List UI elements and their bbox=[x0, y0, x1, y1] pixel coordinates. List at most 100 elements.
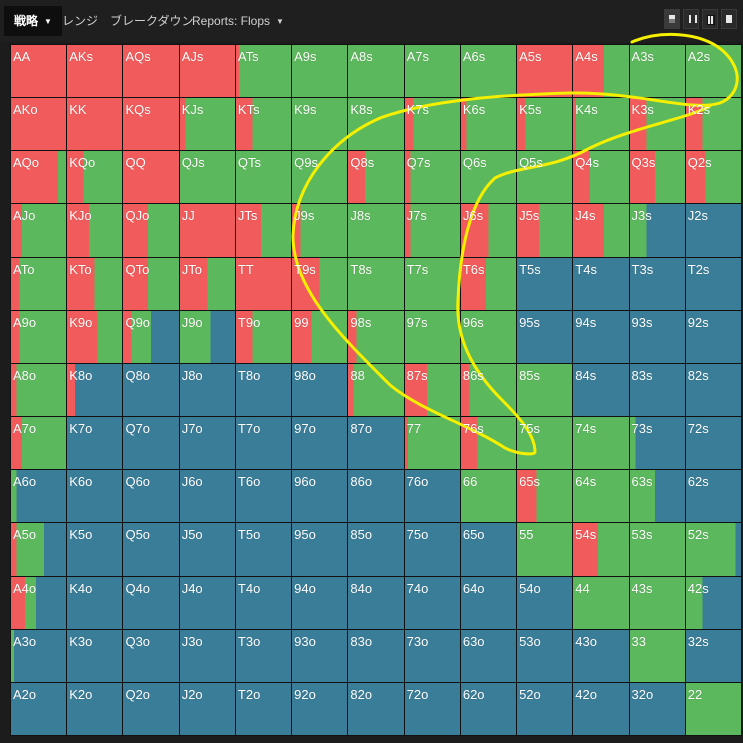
hand-cell-qjo[interactable]: QJo bbox=[123, 204, 179, 257]
hand-cell-72s[interactable]: 72s bbox=[685, 417, 741, 470]
hand-cell-k9o[interactable]: K9o bbox=[67, 310, 123, 363]
hand-cell-kqs[interactable]: KQs bbox=[123, 98, 179, 151]
hand-cell-65o[interactable]: 65o bbox=[460, 523, 517, 576]
hand-cell-j7s[interactable]: J7s bbox=[404, 204, 460, 257]
hand-cell-22[interactable]: 22 bbox=[685, 682, 741, 735]
tab-range[interactable]: レンジ bbox=[52, 6, 108, 36]
hand-cell-96s[interactable]: 96s bbox=[460, 310, 517, 363]
hand-cell-54s[interactable]: 54s bbox=[573, 523, 629, 576]
hand-cell-55[interactable]: 55 bbox=[517, 523, 573, 576]
hand-cell-a7o[interactable]: A7o bbox=[11, 417, 67, 470]
hand-cell-88[interactable]: 88 bbox=[348, 363, 404, 417]
hand-cell-k2s[interactable]: K2s bbox=[685, 98, 741, 151]
hand-cell-95s[interactable]: 95s bbox=[517, 310, 573, 363]
hand-cell-a6o[interactable]: A6o bbox=[11, 470, 67, 523]
hand-cell-98s[interactable]: 98s bbox=[348, 310, 404, 363]
hand-cell-85s[interactable]: 85s bbox=[517, 363, 573, 417]
hand-cell-63o[interactable]: 63o bbox=[460, 629, 517, 682]
hand-cell-a2s[interactable]: A2s bbox=[685, 45, 741, 98]
hand-cell-q5s[interactable]: Q5s bbox=[517, 151, 573, 204]
hand-cell-qto[interactable]: QTo bbox=[123, 257, 179, 310]
hand-cell-t2s[interactable]: T2s bbox=[685, 257, 741, 310]
hand-cell-43s[interactable]: 43s bbox=[629, 576, 685, 629]
hand-cell-77[interactable]: 77 bbox=[404, 417, 460, 470]
single-view-icon[interactable] bbox=[664, 9, 680, 29]
hand-cell-t5s[interactable]: T5s bbox=[517, 257, 573, 310]
hand-cell-tt[interactable]: TT bbox=[235, 257, 292, 310]
hand-cell-52s[interactable]: 52s bbox=[685, 523, 741, 576]
swap-icon[interactable] bbox=[683, 9, 699, 29]
hand-cell-72o[interactable]: 72o bbox=[404, 682, 460, 735]
hand-cell-99[interactable]: 99 bbox=[292, 310, 348, 363]
hand-cell-a3s[interactable]: A3s bbox=[629, 45, 685, 98]
hand-cell-q9s[interactable]: Q9s bbox=[292, 151, 348, 204]
hand-cell-j5s[interactable]: J5s bbox=[517, 204, 573, 257]
hand-cell-92s[interactable]: 92s bbox=[685, 310, 741, 363]
hand-cell-97o[interactable]: 97o bbox=[292, 417, 348, 470]
hand-cell-82s[interactable]: 82s bbox=[685, 363, 741, 417]
hand-cell-k2o[interactable]: K2o bbox=[67, 682, 123, 735]
hand-cell-63s[interactable]: 63s bbox=[629, 470, 685, 523]
hand-cell-t4s[interactable]: T4s bbox=[573, 257, 629, 310]
hand-cell-97s[interactable]: 97s bbox=[404, 310, 460, 363]
hand-cell-76o[interactable]: 76o bbox=[404, 470, 460, 523]
hand-cell-t2o[interactable]: T2o bbox=[235, 682, 292, 735]
hand-cell-52o[interactable]: 52o bbox=[517, 682, 573, 735]
hand-cell-q4s[interactable]: Q4s bbox=[573, 151, 629, 204]
hand-cell-kk[interactable]: KK bbox=[67, 98, 123, 151]
hand-cell-98o[interactable]: 98o bbox=[292, 363, 348, 417]
hand-cell-j6o[interactable]: J6o bbox=[179, 470, 235, 523]
hand-cell-kjs[interactable]: KJs bbox=[179, 98, 235, 151]
full-view-icon[interactable] bbox=[721, 9, 737, 29]
hand-cell-a9s[interactable]: A9s bbox=[292, 45, 348, 98]
hand-cell-53s[interactable]: 53s bbox=[629, 523, 685, 576]
hand-cell-t3o[interactable]: T3o bbox=[235, 629, 292, 682]
hand-cell-62o[interactable]: 62o bbox=[460, 682, 517, 735]
hand-cell-a5s[interactable]: A5s bbox=[517, 45, 573, 98]
hand-cell-j3s[interactable]: J3s bbox=[629, 204, 685, 257]
hand-cell-q9o[interactable]: Q9o bbox=[123, 310, 179, 363]
hand-cell-k6s[interactable]: K6s bbox=[460, 98, 517, 151]
hand-cell-64o[interactable]: 64o bbox=[460, 576, 517, 629]
hand-cell-k4o[interactable]: K4o bbox=[67, 576, 123, 629]
hand-cell-54o[interactable]: 54o bbox=[517, 576, 573, 629]
hand-cell-t6o[interactable]: T6o bbox=[235, 470, 292, 523]
hand-cell-k5s[interactable]: K5s bbox=[517, 98, 573, 151]
hand-cell-q4o[interactable]: Q4o bbox=[123, 576, 179, 629]
hand-cell-85o[interactable]: 85o bbox=[348, 523, 404, 576]
hand-cell-t7s[interactable]: T7s bbox=[404, 257, 460, 310]
hand-cell-j2o[interactable]: J2o bbox=[179, 682, 235, 735]
hand-cell-t9o[interactable]: T9o bbox=[235, 310, 292, 363]
hand-cell-k6o[interactable]: K6o bbox=[67, 470, 123, 523]
hand-cell-94s[interactable]: 94s bbox=[573, 310, 629, 363]
hand-cell-q3o[interactable]: Q3o bbox=[123, 629, 179, 682]
hand-cell-aa[interactable]: AA bbox=[11, 45, 67, 98]
hand-cell-t6s[interactable]: T6s bbox=[460, 257, 517, 310]
hand-cell-a3o[interactable]: A3o bbox=[11, 629, 67, 682]
hand-cell-kqo[interactable]: KQo bbox=[67, 151, 123, 204]
hand-cell-k3o[interactable]: K3o bbox=[67, 629, 123, 682]
hand-cell-65s[interactable]: 65s bbox=[517, 470, 573, 523]
hand-cell-t9s[interactable]: T9s bbox=[292, 257, 348, 310]
hand-cell-87s[interactable]: 87s bbox=[404, 363, 460, 417]
hand-cell-75o[interactable]: 75o bbox=[404, 523, 460, 576]
hand-cell-q7s[interactable]: Q7s bbox=[404, 151, 460, 204]
hand-cell-t3s[interactable]: T3s bbox=[629, 257, 685, 310]
hand-cell-k8s[interactable]: K8s bbox=[348, 98, 404, 151]
hand-cell-jto[interactable]: JTo bbox=[179, 257, 235, 310]
hand-cell-62s[interactable]: 62s bbox=[685, 470, 741, 523]
hand-cell-93s[interactable]: 93s bbox=[629, 310, 685, 363]
hand-cell-33[interactable]: 33 bbox=[629, 629, 685, 682]
hand-cell-qjs[interactable]: QJs bbox=[179, 151, 235, 204]
hand-cell-95o[interactable]: 95o bbox=[292, 523, 348, 576]
hand-cell-75s[interactable]: 75s bbox=[517, 417, 573, 470]
hand-cell-93o[interactable]: 93o bbox=[292, 629, 348, 682]
hand-cell-ato[interactable]: ATo bbox=[11, 257, 67, 310]
hand-cell-ats[interactable]: ATs bbox=[235, 45, 292, 98]
hand-cell-q7o[interactable]: Q7o bbox=[123, 417, 179, 470]
hand-cell-j7o[interactable]: J7o bbox=[179, 417, 235, 470]
hand-cell-j9s[interactable]: J9s bbox=[292, 204, 348, 257]
hand-cell-k3s[interactable]: K3s bbox=[629, 98, 685, 151]
hand-cell-kto[interactable]: KTo bbox=[67, 257, 123, 310]
hand-cell-qts[interactable]: QTs bbox=[235, 151, 292, 204]
